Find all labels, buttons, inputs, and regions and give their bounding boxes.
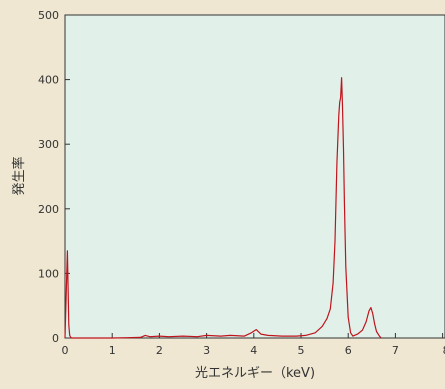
y-tick-label: 0 — [52, 332, 59, 345]
y-tick-label: 200 — [38, 203, 59, 216]
x-tick-label: 0 — [62, 344, 69, 357]
y-tick-label: 100 — [38, 267, 59, 280]
x-tick-label: 5 — [298, 344, 305, 357]
x-tick-label: 2 — [156, 344, 163, 357]
y-tick-label: 400 — [38, 74, 59, 87]
y-tick-label: 500 — [38, 9, 59, 22]
x-tick-label: 3 — [203, 344, 210, 357]
x-tick-label: 7 — [392, 344, 399, 357]
x-tick-label: 6 — [345, 344, 352, 357]
x-axis-label: 光エネルギー（keV) — [195, 366, 315, 381]
x-tick-label: 1 — [109, 344, 116, 357]
y-axis-label: 発生率 — [11, 156, 27, 195]
x-tick-label: 4 — [250, 344, 257, 357]
plot-area — [65, 15, 445, 338]
y-tick-label: 300 — [38, 138, 59, 151]
